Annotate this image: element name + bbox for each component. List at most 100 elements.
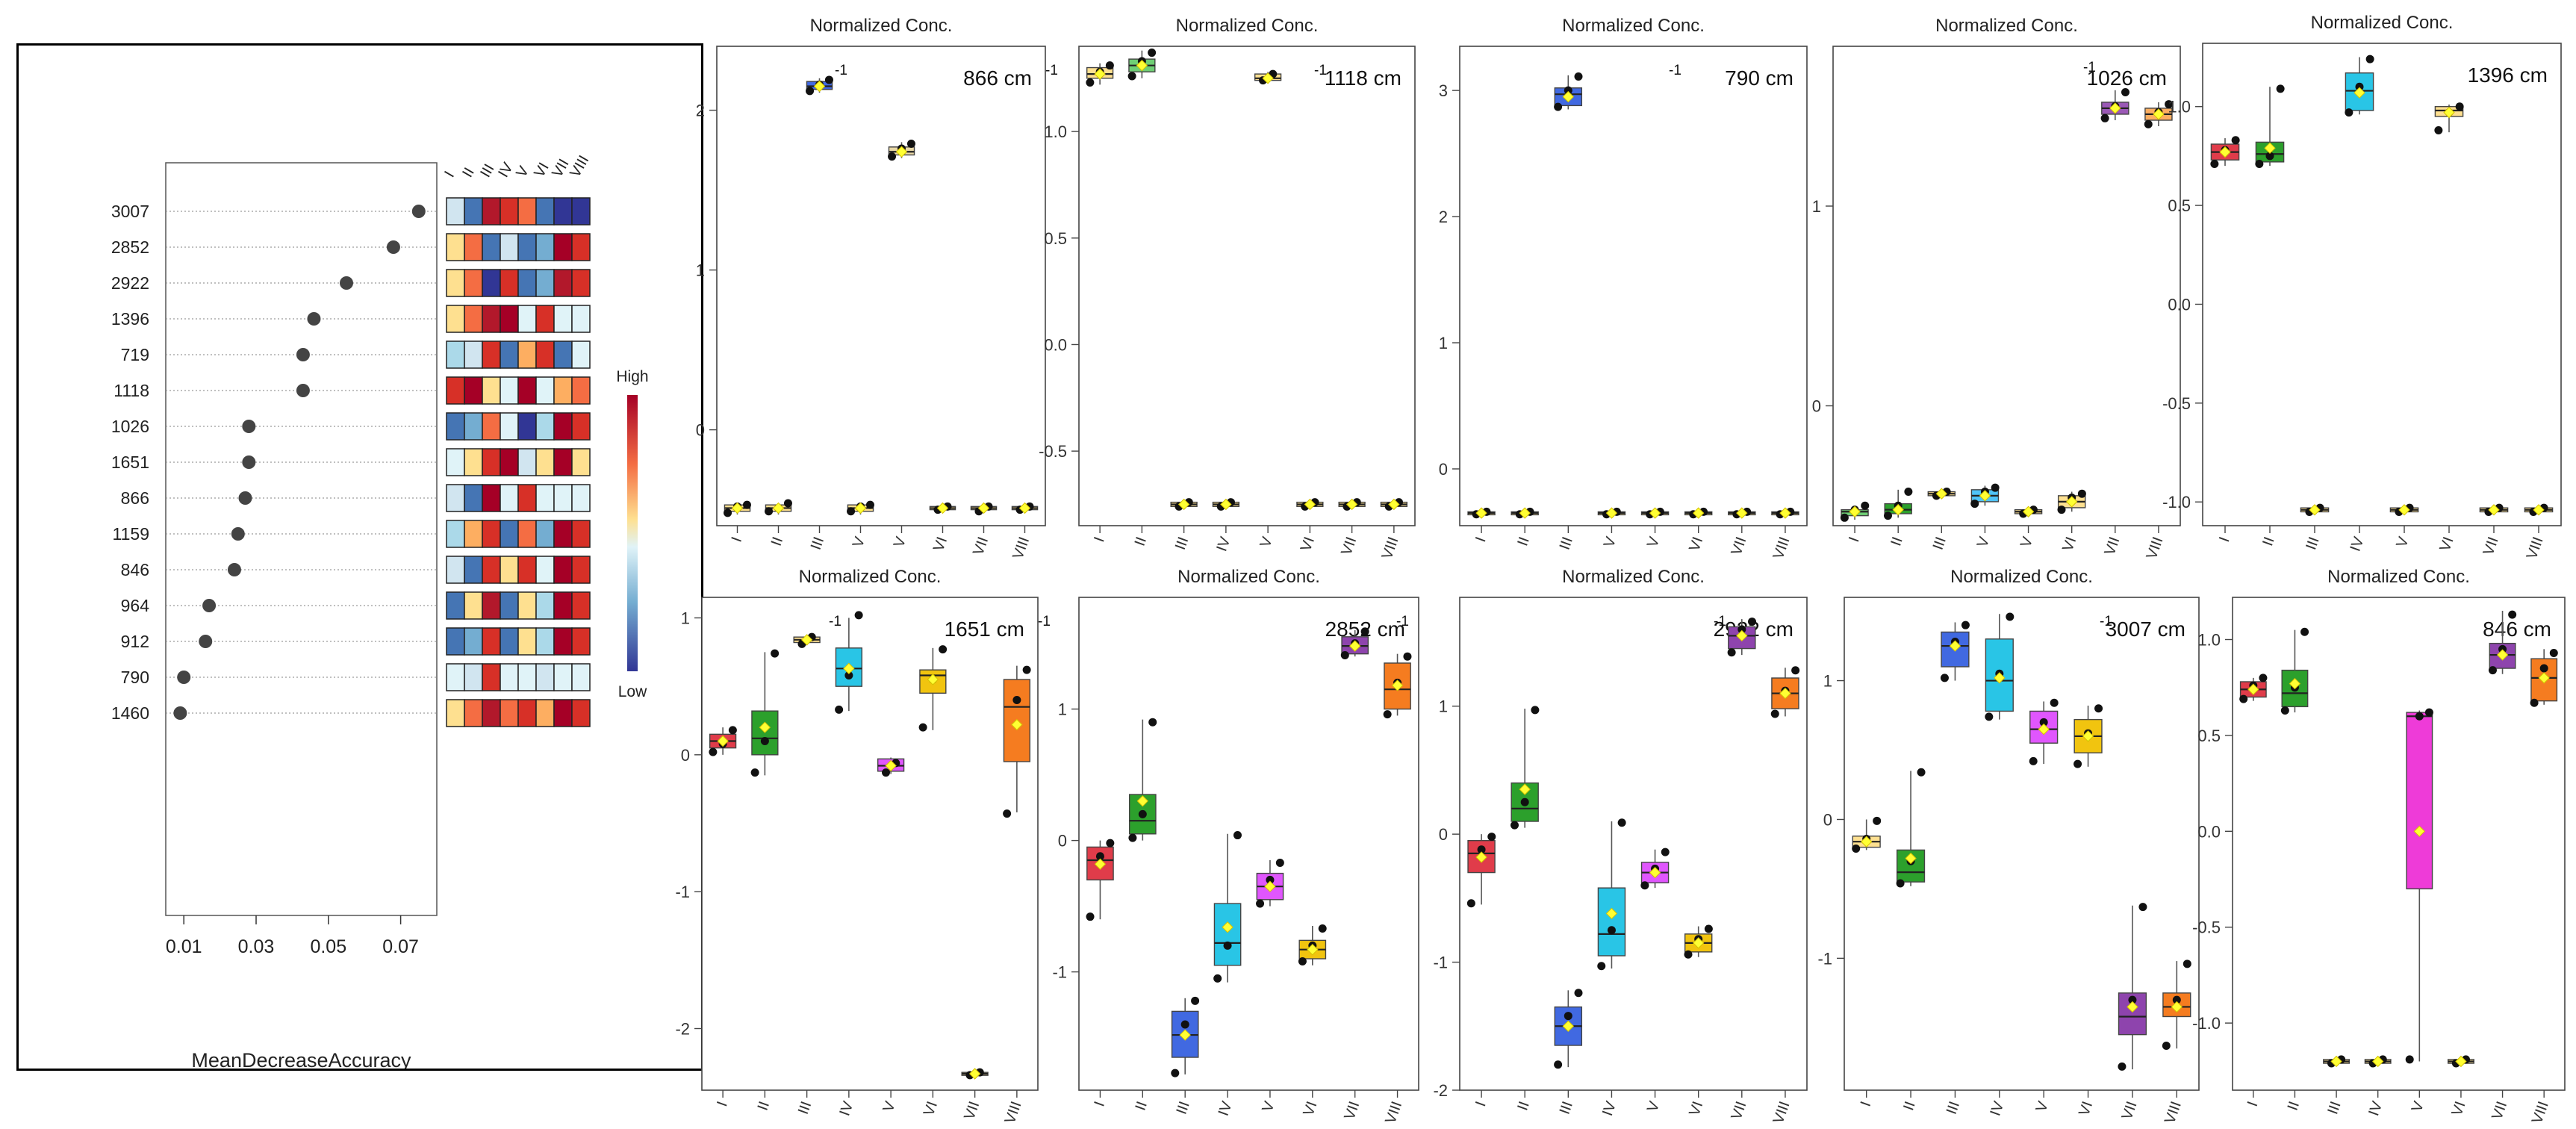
- heatmap-cell: [517, 197, 537, 226]
- data-point: [1086, 912, 1095, 921]
- mean-marker: [927, 674, 939, 685]
- x-tick-label: II: [768, 535, 786, 548]
- data-point: [2165, 100, 2174, 109]
- mean-marker: [1136, 59, 1148, 72]
- y-tick-label: 0.0: [2168, 295, 2191, 314]
- x-tick-label: 0.03: [238, 936, 275, 957]
- x-tick-label: VI: [930, 535, 951, 553]
- mean-marker: [1388, 498, 1400, 511]
- heatmap-cell: [446, 556, 465, 584]
- heatmap-cell: [517, 305, 537, 333]
- x-tick-label: IV: [1213, 535, 1233, 554]
- x-tick-label: VII: [1338, 535, 1360, 558]
- x-tick-label: VI: [1686, 1099, 1706, 1118]
- panel-title: Normalized Conc.: [810, 16, 953, 36]
- y-tick-label: 1: [1439, 334, 1448, 352]
- x-tick-label: II: [1888, 535, 1905, 548]
- x-tick-label: VIII: [1009, 535, 1033, 562]
- mean-marker: [854, 502, 867, 514]
- data-point: [2539, 664, 2548, 673]
- annotation-superscript: -1: [835, 63, 847, 78]
- heatmap-cell: [446, 376, 465, 405]
- panel-title: Normalized Conc.: [799, 567, 942, 587]
- data-point: [2121, 88, 2130, 97]
- annotation-superscript: -1: [1314, 63, 1327, 78]
- data-point: [1748, 618, 1757, 626]
- x-tick-label: V: [1259, 1099, 1278, 1115]
- importance-dot: [202, 599, 217, 612]
- heatmap-cell: [517, 556, 537, 584]
- x-tick-label: VI: [1300, 1099, 1320, 1118]
- x-tick-label: I: [714, 1099, 731, 1109]
- heatmap-cell: [482, 376, 501, 405]
- row-label: 3007: [111, 202, 149, 221]
- data-point: [806, 87, 815, 96]
- wavenumber-annotation: 790 cm: [1725, 66, 1793, 90]
- heatmap-cell: [553, 520, 573, 548]
- data-point: [888, 152, 897, 161]
- heatmap-cell: [553, 663, 573, 691]
- x-tick-label: II: [755, 1099, 773, 1113]
- x-tick-label: III: [1557, 1099, 1576, 1116]
- x-axis-title: MeanDecreaseAccuracy: [191, 1049, 411, 1069]
- data-point: [2424, 708, 2433, 717]
- x-tick-label: IV: [1599, 1099, 1620, 1119]
- mean-marker: [1994, 672, 2006, 684]
- x-tick-label: 0.05: [310, 936, 346, 957]
- data-point: [2300, 627, 2309, 636]
- y-tick-label: 1.0: [1044, 122, 1067, 141]
- data-point: [2094, 704, 2103, 713]
- data-point: [1661, 847, 1670, 856]
- legend-low-label: Low: [618, 683, 647, 700]
- heatmap-cell: [500, 556, 519, 584]
- data-point: [1985, 712, 1994, 721]
- data-point: [1564, 1012, 1572, 1021]
- y-tick-label: -1.0: [2192, 1014, 2221, 1033]
- heatmap-cell: [446, 448, 465, 476]
- data-point: [1883, 511, 1892, 520]
- data-point: [2345, 108, 2353, 117]
- data-point: [2239, 694, 2248, 703]
- data-point: [1607, 926, 1616, 935]
- x-tick-label: VIII: [2529, 1099, 2552, 1126]
- mean-marker: [1892, 503, 1904, 516]
- mean-marker: [1179, 1029, 1191, 1041]
- mean-marker: [2353, 87, 2365, 99]
- data-point: [2006, 612, 2015, 621]
- mean-marker: [2289, 677, 2301, 690]
- heatmap-cell: [571, 197, 591, 226]
- importance-dot: [242, 420, 256, 433]
- heatmap-cell: [464, 484, 483, 512]
- x-tick-label: V: [1974, 535, 1993, 550]
- panel-title: Normalized Conc.: [2327, 567, 2470, 587]
- y-tick-label: 1: [1439, 697, 1448, 716]
- heatmap-cell: [446, 699, 465, 727]
- data-point: [1466, 899, 1475, 908]
- panel-frame: [1078, 46, 1416, 526]
- row-label: 1396: [111, 309, 149, 329]
- data-point: [1298, 957, 1307, 966]
- wavenumber-annotation: 1651 cm: [945, 618, 1024, 641]
- y-tick-label: 0: [1058, 832, 1067, 850]
- heatmap-cell: [571, 699, 591, 727]
- annotation-text: 1396 cm: [2468, 63, 2548, 87]
- mean-marker: [2398, 504, 2410, 516]
- mean-marker: [2533, 504, 2545, 516]
- heatmap-cell: [464, 305, 483, 333]
- heatmap-cell: [482, 627, 501, 656]
- x-tick-label: I: [1092, 1099, 1109, 1109]
- mean-marker: [1307, 943, 1319, 956]
- y-tick-label: -1.0: [2162, 493, 2191, 511]
- mean-marker: [2538, 672, 2550, 684]
- x-tick-label: I: [1472, 535, 1490, 544]
- heatmap-cell: [571, 556, 591, 584]
- heatmap-cell: [571, 412, 591, 441]
- data-point: [1403, 652, 1412, 661]
- heatmap-cell: [446, 591, 465, 620]
- data-point: [2029, 756, 2038, 765]
- data-point: [1012, 696, 1021, 704]
- mean-marker: [2171, 1001, 2183, 1013]
- data-point: [1022, 665, 1031, 674]
